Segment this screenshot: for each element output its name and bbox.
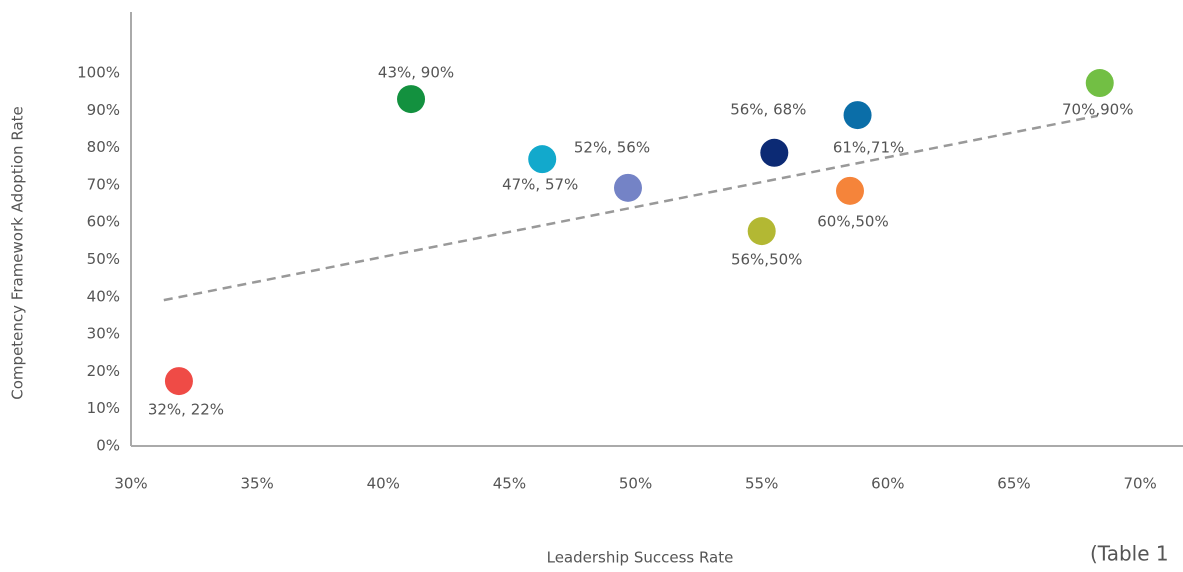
x-tick-label: 45% xyxy=(493,475,526,493)
point-annotation: 32%, 22% xyxy=(148,401,224,419)
point xyxy=(397,85,426,114)
y-axis-label: Competency Framework Adoption Rate xyxy=(9,106,27,399)
y-tick-label: 0% xyxy=(96,437,120,455)
y-tick-label: 100% xyxy=(77,63,120,81)
x-tick-label: 70% xyxy=(1123,475,1156,493)
point xyxy=(747,217,776,246)
x-tick-label: 60% xyxy=(871,475,904,493)
y-tick-label: 90% xyxy=(87,101,120,119)
y-tick-label: 80% xyxy=(87,138,120,156)
note: (Table 1 xyxy=(1090,542,1169,566)
x-tick-label: 35% xyxy=(240,475,273,493)
point xyxy=(843,101,872,130)
point xyxy=(1085,69,1114,98)
y-tick-label: 50% xyxy=(87,250,120,268)
y-tick-label: 70% xyxy=(87,175,120,193)
x-axis-label: Leadership Success Rate xyxy=(547,549,734,567)
point-annotation: 60%,50% xyxy=(817,212,888,230)
point xyxy=(613,173,642,202)
x-tick-label: 50% xyxy=(619,475,652,493)
y-tick-label: 30% xyxy=(87,325,120,343)
point xyxy=(760,138,789,167)
point-annotation: 56%, 68% xyxy=(730,100,806,118)
point xyxy=(835,176,864,205)
y-tick-label: 20% xyxy=(87,362,120,380)
y-tick-label: 60% xyxy=(87,213,120,231)
x-tick-label: 30% xyxy=(114,475,147,493)
point-annotation: 56%,50% xyxy=(731,251,802,269)
point-annotation: 47%, 57% xyxy=(502,176,578,194)
point xyxy=(528,145,557,174)
point xyxy=(164,367,193,396)
y-tick-label: 10% xyxy=(87,399,120,417)
y-tick-label: 40% xyxy=(87,287,120,305)
point-annotation: 43%, 90% xyxy=(378,64,454,82)
x-tick-label: 55% xyxy=(745,475,778,493)
point-annotation: 52%, 56% xyxy=(574,138,650,156)
point-annotation: 61%,71% xyxy=(833,139,904,157)
x-tick-label: 65% xyxy=(997,475,1030,493)
x-tick-label: 40% xyxy=(367,475,400,493)
point-annotation: 70%,90% xyxy=(1062,101,1133,119)
trendline xyxy=(163,114,1098,302)
